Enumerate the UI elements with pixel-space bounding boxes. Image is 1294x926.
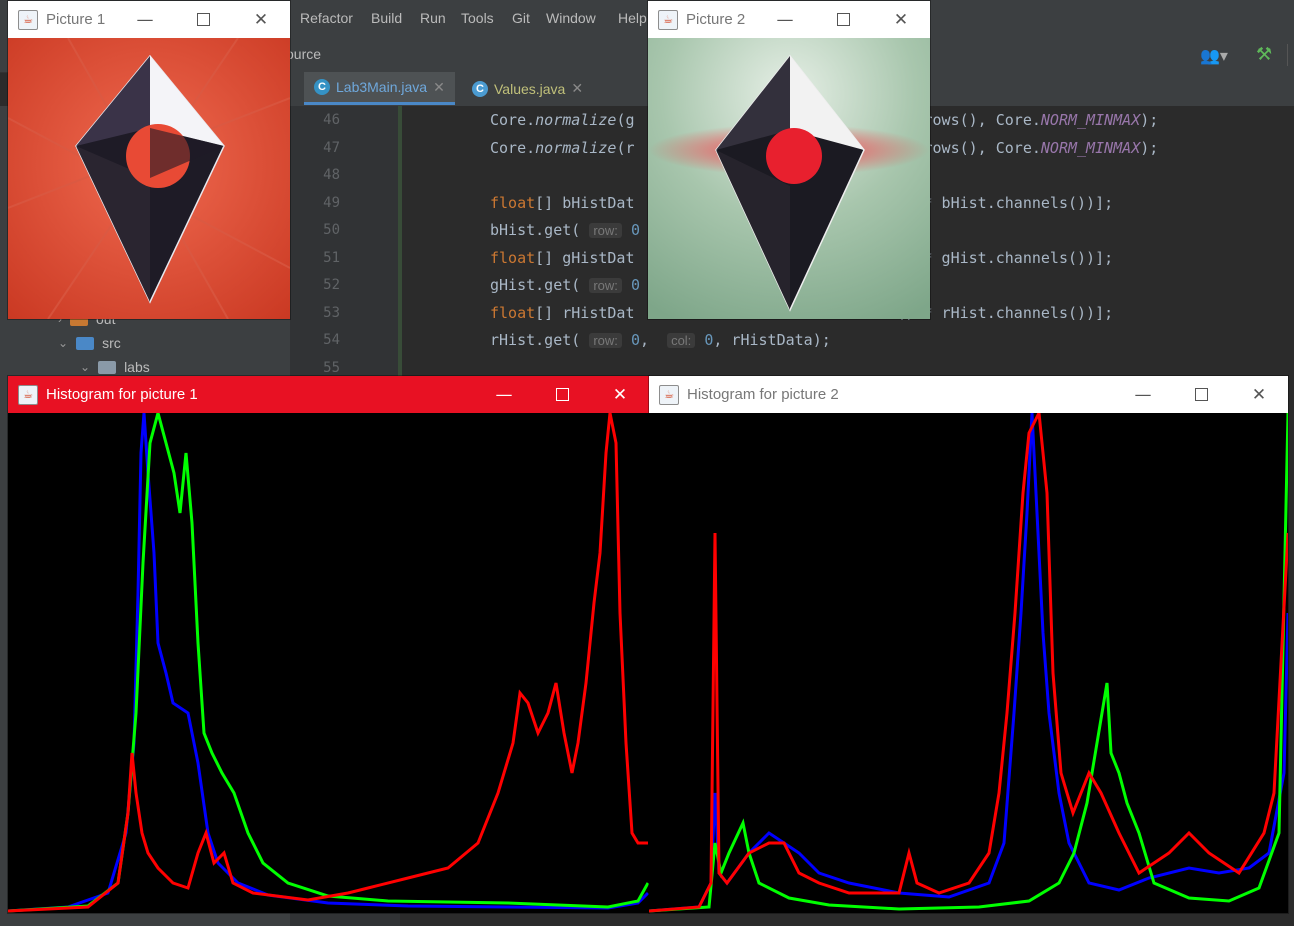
window-titlebar[interactable]: ☕ Picture 1 — ✕ (8, 1, 290, 38)
histogram-red-channel (8, 413, 648, 913)
window-titlebar[interactable]: ☕ Histogram for picture 2 — ✕ (649, 376, 1288, 413)
code-line: bHist.get( row: 0 (490, 221, 640, 239)
package-icon (98, 360, 117, 374)
tab-values[interactable]: C Values.java ✕ (462, 72, 593, 105)
histogram1-plot (8, 413, 649, 913)
window-title: Picture 2 (686, 11, 746, 28)
hammer-build-icon[interactable]: ⚒ (1256, 44, 1273, 65)
line-number: 54 (323, 332, 340, 348)
tree-item-label: src (102, 335, 121, 351)
menu-window[interactable]: Window (546, 10, 596, 26)
window-title: Histogram for picture 2 (687, 386, 839, 403)
picture2-image (648, 38, 930, 319)
tab-lab3main[interactable]: C Lab3Main.java ✕ (304, 72, 455, 105)
line-number: 49 (323, 195, 340, 211)
close-button[interactable]: ✕ (612, 384, 628, 405)
menu-git[interactable]: Git (512, 10, 530, 26)
vcs-change-marker (398, 106, 402, 376)
window-titlebar[interactable]: ☕ Histogram for picture 1 — ✕ (8, 376, 649, 413)
maximize-button[interactable] (1172, 376, 1230, 413)
chevron-down-icon[interactable]: ⌄ (58, 336, 69, 350)
window-titlebar[interactable]: ☕ Picture 2 — ✕ (648, 1, 930, 38)
maximize-button[interactable] (814, 1, 872, 38)
picture1-window[interactable]: ☕ Picture 1 — ✕ (8, 1, 290, 319)
breadcrumb[interactable]: ource (286, 46, 322, 62)
code-line: gHist.get( row: 0 (490, 276, 640, 294)
histogram-green-channel (649, 413, 1288, 913)
menu-run[interactable]: Run (420, 10, 446, 26)
line-number: 52 (323, 277, 340, 293)
folder-icon (76, 336, 95, 350)
maximize-button[interactable] (174, 1, 232, 38)
tab-label: Lab3Main.java (336, 79, 428, 95)
tree-item-label: labs (124, 359, 150, 375)
minimize-button[interactable]: — (136, 9, 154, 30)
line-number: 46 (323, 112, 340, 128)
line-number: 47 (323, 140, 340, 156)
line-number: 51 (323, 250, 340, 266)
menu-help[interactable]: Help (618, 10, 647, 26)
chevron-down-icon[interactable]: ⌄ (80, 360, 91, 374)
java-app-icon: ☕ (18, 9, 38, 30)
close-icon[interactable]: ✕ (433, 78, 445, 95)
histogram-blue-channel (8, 413, 649, 913)
window-title: Picture 1 (46, 11, 106, 28)
close-icon[interactable]: ✕ (571, 80, 584, 96)
java-app-icon: ☕ (658, 9, 678, 30)
tab-label: Values.java (494, 80, 566, 97)
histogram2-window[interactable]: ☕ Histogram for picture 2 — ✕ (649, 376, 1288, 913)
line-number: 55 (323, 360, 340, 376)
histogram-red-channel (649, 413, 1288, 913)
maximize-button[interactable] (533, 376, 591, 413)
minimize-button[interactable]: — (1134, 384, 1152, 405)
tree-item-src[interactable]: ⌄ src (58, 335, 121, 351)
window-title: Histogram for picture 1 (46, 386, 198, 403)
histogram2-plot (649, 413, 1288, 913)
user-icon[interactable]: 👥▾ (1200, 46, 1228, 65)
menu-build[interactable]: Build (371, 10, 403, 26)
menu-tools[interactable]: Tools (461, 10, 494, 26)
line-number: 50 (323, 222, 340, 238)
code-line: rHist.get( row: 0, col: 0, rHistData); (490, 331, 831, 349)
minimize-button[interactable]: — (776, 9, 794, 30)
chevron-right-icon[interactable]: › (58, 312, 62, 326)
java-class-icon: C (314, 79, 330, 95)
close-button[interactable]: ✕ (253, 9, 269, 30)
menu-refactor[interactable]: Refactor (300, 10, 353, 26)
java-app-icon: ☕ (18, 384, 38, 405)
line-number: 48 (323, 167, 340, 183)
close-button[interactable]: ✕ (893, 9, 909, 30)
toolbar-divider (1287, 44, 1288, 66)
close-button[interactable]: ✕ (1251, 384, 1267, 405)
histogram-green-channel (8, 413, 649, 913)
java-app-icon: ☕ (659, 384, 679, 405)
line-number: 53 (323, 305, 340, 321)
java-class-icon: C (472, 80, 488, 97)
picture2-window[interactable]: ☕ Picture 2 — ✕ (648, 1, 930, 319)
histogram1-window[interactable]: ☕ Histogram for picture 1 — ✕ (8, 376, 649, 913)
picture1-image (8, 38, 290, 319)
minimize-button[interactable]: — (495, 384, 513, 405)
tree-item-labs[interactable]: ⌄ labs (80, 359, 150, 375)
